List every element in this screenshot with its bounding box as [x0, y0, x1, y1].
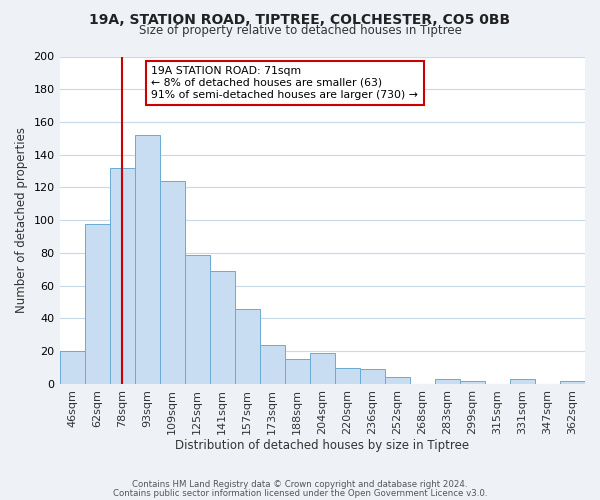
- Bar: [110, 168, 134, 384]
- Y-axis label: Number of detached properties: Number of detached properties: [15, 127, 28, 313]
- Bar: [560, 380, 585, 384]
- Text: 19A STATION ROAD: 71sqm
← 8% of detached houses are smaller (63)
91% of semi-det: 19A STATION ROAD: 71sqm ← 8% of detached…: [151, 66, 418, 100]
- Bar: [85, 224, 110, 384]
- Bar: [510, 379, 535, 384]
- Text: Size of property relative to detached houses in Tiptree: Size of property relative to detached ho…: [139, 24, 461, 37]
- Bar: [360, 369, 385, 384]
- Bar: [235, 308, 260, 384]
- X-axis label: Distribution of detached houses by size in Tiptree: Distribution of detached houses by size …: [175, 440, 469, 452]
- Bar: [160, 181, 185, 384]
- Bar: [335, 368, 360, 384]
- Bar: [260, 344, 285, 384]
- Bar: [209, 271, 235, 384]
- Text: Contains public sector information licensed under the Open Government Licence v3: Contains public sector information licen…: [113, 488, 487, 498]
- Text: Contains HM Land Registry data © Crown copyright and database right 2024.: Contains HM Land Registry data © Crown c…: [132, 480, 468, 489]
- Bar: [460, 380, 485, 384]
- Bar: [310, 353, 335, 384]
- Bar: [435, 379, 460, 384]
- Bar: [385, 378, 410, 384]
- Bar: [285, 360, 310, 384]
- Text: 19A, STATION ROAD, TIPTREE, COLCHESTER, CO5 0BB: 19A, STATION ROAD, TIPTREE, COLCHESTER, …: [89, 12, 511, 26]
- Bar: [134, 135, 160, 384]
- Bar: [59, 351, 85, 384]
- Bar: [185, 254, 209, 384]
